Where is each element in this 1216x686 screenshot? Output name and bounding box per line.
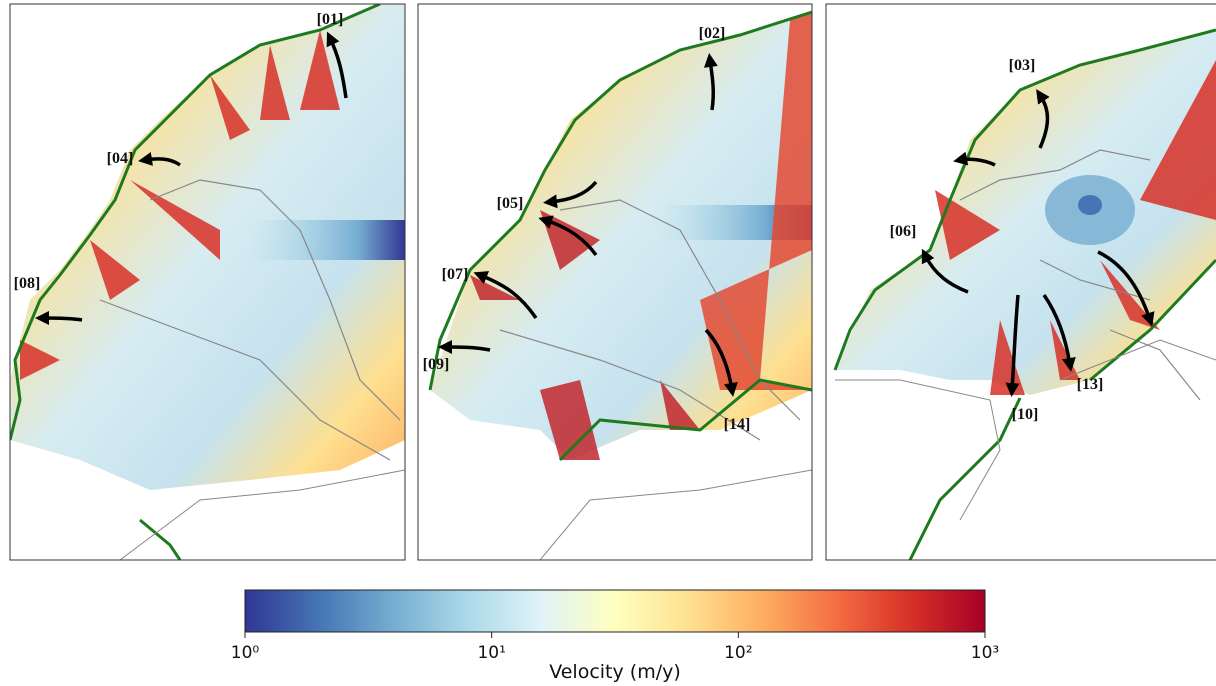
colorbar-tick-label: 10² [724,643,752,663]
map-panel: [01] [04] [08] [10,4,405,560]
stream-label: [10] [1012,406,1039,423]
colorbar-tick-label: 10⁰ [231,643,260,663]
panel-frame [825,3,1216,561]
colorbar: Velocity (m/y) [244,589,986,683]
stream-label: [05] [497,195,524,212]
colorbar-gradient [244,589,986,633]
map-panel: [02] [05] [07] [09] [14] [423,10,812,560]
map-panel: [03] [06] [10] [13] [833,28,1216,560]
stream-label: [04] [107,150,134,167]
stream-label: [13] [1077,376,1104,393]
stream-label: [07] [442,266,469,283]
colorbar-tick-label: 10³ [971,643,999,663]
colorbar-label: Velocity (m/y) [549,661,681,683]
panel-frame [9,3,406,561]
stream-label: [09] [423,356,450,373]
colorbar-tick-label: 10¹ [477,643,505,663]
stream-label: [14] [724,416,751,433]
panel-frame [417,3,813,561]
stream-label: [03] [1009,57,1036,74]
stream-label: [08] [14,275,41,292]
stream-label: [06] [890,223,917,240]
stream-label: [01] [317,11,344,28]
stream-label: [02] [699,25,726,42]
